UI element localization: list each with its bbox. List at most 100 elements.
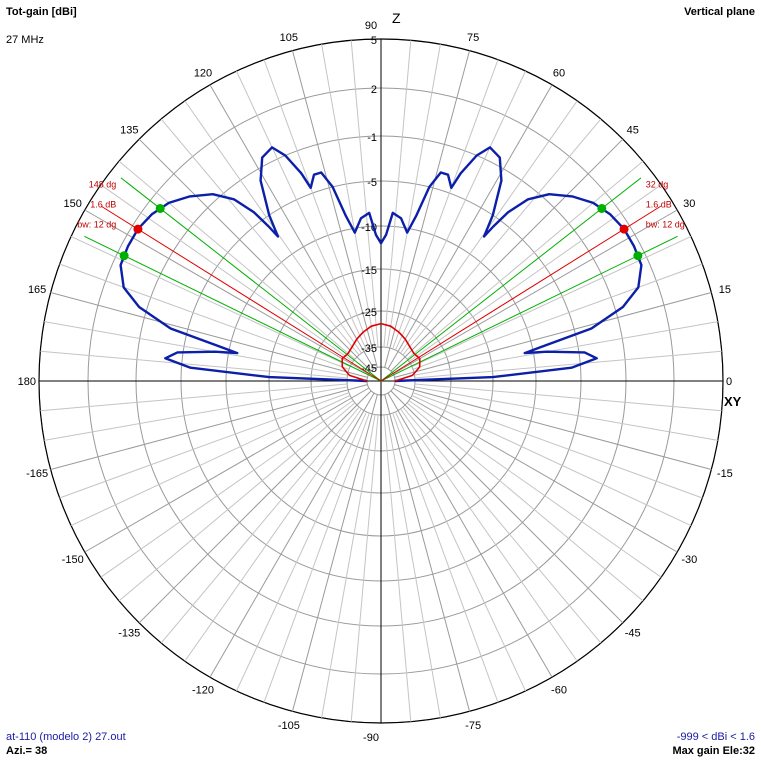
angle-spoke xyxy=(44,321,348,376)
angle-spoke xyxy=(263,412,370,703)
angle-spoke xyxy=(394,70,526,351)
series-total-gain xyxy=(119,146,643,383)
angle-spoke xyxy=(292,394,378,712)
angle-tick-label: -135 xyxy=(118,628,140,640)
angle-tick-label: -60 xyxy=(551,684,567,696)
marker-annotation: 32 dg xyxy=(646,179,669,189)
angle-spoke xyxy=(50,384,368,470)
angle-tick-labels: 0 15 30 45 60 75 90 105 120 135 150 165 180 -165 -150 -… xyxy=(18,20,733,744)
angle-tick-label: -105 xyxy=(278,720,300,732)
angle-spoke xyxy=(408,184,662,362)
angle-spoke xyxy=(70,394,351,526)
angle-spoke xyxy=(390,138,624,372)
angle-spoke xyxy=(394,292,712,378)
angle-tick-label: 90 xyxy=(365,20,377,32)
angle-spoke xyxy=(384,50,470,368)
angle-tick-label: 75 xyxy=(467,32,479,44)
azimuth-label: Azi.= 38 xyxy=(6,745,48,757)
angle-spoke xyxy=(383,414,412,722)
angle-spoke xyxy=(236,411,368,692)
gain-tick-label: -25 xyxy=(361,307,377,319)
gain-tick-label: 2 xyxy=(371,84,377,96)
angle-tick-label: -75 xyxy=(465,720,481,732)
angle-tick-label: 60 xyxy=(553,68,565,80)
angle-tick-label: -15 xyxy=(717,468,733,480)
plane-label: Vertical plane xyxy=(684,6,755,18)
angle-spoke xyxy=(160,118,360,356)
angle-spoke xyxy=(394,411,526,692)
gain-tick-label: -15 xyxy=(361,265,377,277)
marker-annotation: 1.6 dB xyxy=(90,199,116,209)
angle-tick-label: 0 xyxy=(726,376,732,388)
angle-spoke xyxy=(160,406,360,644)
beamwidth-edge-line xyxy=(380,177,642,382)
angle-spoke xyxy=(411,394,692,526)
frequency-label: 27 MHz xyxy=(6,34,44,46)
angle-tick-label: 105 xyxy=(280,32,298,44)
angle-spoke xyxy=(383,40,412,348)
angle-spoke xyxy=(387,392,553,678)
angle-spoke xyxy=(84,387,370,553)
angle-spoke xyxy=(59,392,350,499)
beamwidth-edge-line xyxy=(120,177,382,382)
angle-spoke xyxy=(40,350,348,379)
gain-range-label: -999 < dBi < 1.6 xyxy=(676,731,755,743)
max-gain-label: Max gain Ele:32 xyxy=(672,745,755,757)
marker-annotation: bw: 12 dg xyxy=(646,219,685,229)
angle-tick-label: 135 xyxy=(120,124,138,136)
beamwidth-edge-dot xyxy=(597,203,607,213)
angle-tick-label: -165 xyxy=(26,468,48,480)
angle-spoke xyxy=(263,59,370,350)
angle-tick-label: 30 xyxy=(683,198,695,210)
angle-spoke xyxy=(209,392,375,678)
angle-tick-label: -45 xyxy=(625,628,641,640)
marker-lines xyxy=(84,177,678,382)
gain-tick-labels: 52-1-5-10-15-25-35-45 xyxy=(361,35,377,375)
angle-spoke xyxy=(412,392,703,499)
angle-spoke xyxy=(321,44,376,348)
gain-tick-label: -35 xyxy=(361,343,377,355)
angle-tick-label: -30 xyxy=(681,554,697,566)
angle-tick-label: 165 xyxy=(28,284,46,296)
angle-spoke xyxy=(100,184,354,362)
angle-spoke xyxy=(414,321,718,376)
angle-tick-label: -150 xyxy=(62,554,84,566)
max-gain-dot xyxy=(619,224,629,234)
angle-spoke xyxy=(400,408,578,662)
angle-spoke xyxy=(138,390,372,624)
angle-spoke xyxy=(406,160,644,360)
angle-spoke xyxy=(406,402,644,602)
gain-tick-label: -1 xyxy=(367,132,377,144)
angle-spoke xyxy=(402,406,602,644)
max-direction-line xyxy=(380,205,662,382)
angle-spoke xyxy=(59,263,350,370)
angle-spoke xyxy=(50,292,368,378)
series-secondary xyxy=(341,322,421,382)
file-name: at-110 (modelo 2) 27.out xyxy=(6,731,126,743)
angle-spoke xyxy=(209,84,375,370)
angle-spoke xyxy=(392,412,499,703)
angle-spoke xyxy=(118,160,356,360)
angle-spoke xyxy=(138,138,372,372)
chart-title: Tot-gain [dBi] xyxy=(6,6,77,18)
angle-spoke xyxy=(321,414,376,718)
marker-annotation: 1.6 dB xyxy=(646,199,672,209)
angle-spoke xyxy=(412,263,703,370)
beamwidth-edge-line xyxy=(380,235,678,382)
angle-spoke xyxy=(40,383,348,412)
angle-spoke xyxy=(100,400,354,578)
xy-axis-label: XY xyxy=(724,394,742,409)
angle-spokes xyxy=(40,40,722,722)
gain-tick-label: 5 xyxy=(371,35,377,47)
z-axis-label: Z xyxy=(392,10,401,26)
beamwidth-edge-dot xyxy=(155,203,165,213)
angle-spoke xyxy=(184,408,362,662)
angle-spoke xyxy=(408,400,662,578)
angle-spoke xyxy=(386,414,441,718)
angle-spoke xyxy=(236,70,368,351)
angle-spoke xyxy=(414,383,722,412)
angle-spoke xyxy=(44,386,348,441)
angle-spoke xyxy=(411,236,692,368)
gain-tick-label: -45 xyxy=(361,363,377,375)
